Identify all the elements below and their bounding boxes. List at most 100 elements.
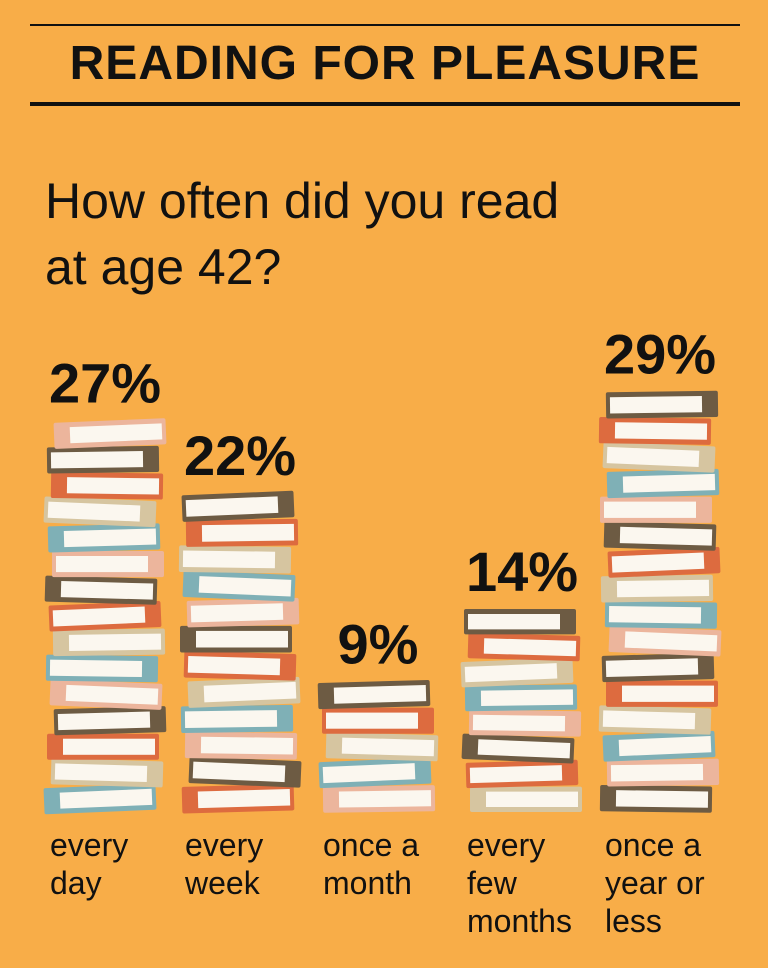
book-pages bbox=[602, 710, 696, 730]
book bbox=[184, 731, 298, 760]
book-pages bbox=[610, 763, 704, 782]
book bbox=[606, 758, 720, 787]
book-pages bbox=[200, 736, 294, 755]
book-pages bbox=[192, 761, 286, 783]
book bbox=[183, 650, 297, 681]
category-label: once a month bbox=[323, 827, 420, 901]
book bbox=[180, 625, 292, 653]
book-pages bbox=[483, 638, 577, 657]
category-label: every week bbox=[185, 827, 264, 901]
book bbox=[182, 570, 296, 602]
book bbox=[470, 786, 582, 812]
book bbox=[464, 609, 576, 635]
book-pages bbox=[624, 631, 718, 652]
book bbox=[605, 390, 719, 419]
book-stack bbox=[178, 490, 302, 814]
value-label: 29% bbox=[604, 323, 716, 386]
book bbox=[53, 706, 167, 736]
book-pages bbox=[50, 451, 144, 469]
book bbox=[50, 758, 164, 788]
book-pages bbox=[338, 790, 432, 808]
value-label: 22% bbox=[184, 424, 296, 487]
book-stack bbox=[598, 390, 722, 813]
book-pages bbox=[54, 763, 148, 783]
book bbox=[181, 783, 295, 814]
book-pages bbox=[619, 526, 713, 546]
book bbox=[600, 574, 714, 603]
book bbox=[322, 785, 436, 813]
book-pages bbox=[468, 614, 560, 630]
book bbox=[601, 652, 715, 683]
book-pages bbox=[616, 579, 710, 598]
book-pages bbox=[63, 528, 157, 548]
book-pages bbox=[333, 685, 427, 704]
book-pages bbox=[197, 788, 291, 809]
book-pages bbox=[187, 656, 281, 676]
book bbox=[52, 551, 164, 578]
book-pages bbox=[184, 710, 278, 728]
book-pages bbox=[486, 791, 578, 807]
book bbox=[608, 625, 722, 657]
book bbox=[598, 417, 712, 445]
book-pages bbox=[198, 576, 292, 597]
book bbox=[468, 709, 582, 737]
book bbox=[325, 732, 439, 762]
book-pages bbox=[68, 633, 162, 651]
book bbox=[598, 705, 712, 735]
value-label: 14% bbox=[466, 540, 578, 603]
book bbox=[48, 600, 162, 632]
book-pages bbox=[69, 423, 163, 444]
book bbox=[603, 521, 717, 551]
book bbox=[180, 704, 294, 734]
book-stack bbox=[317, 679, 439, 813]
book-pages bbox=[609, 395, 703, 414]
book-pages bbox=[604, 501, 696, 518]
book-pages bbox=[469, 765, 563, 784]
book bbox=[606, 680, 718, 707]
book bbox=[599, 784, 713, 813]
book-pages bbox=[190, 603, 284, 623]
book-pages bbox=[63, 738, 155, 755]
book bbox=[602, 730, 716, 762]
book-pages bbox=[49, 659, 143, 678]
book bbox=[317, 679, 431, 710]
book bbox=[604, 600, 718, 629]
book-pages bbox=[47, 501, 141, 522]
book-pages bbox=[57, 711, 151, 731]
value-label: 9% bbox=[338, 613, 419, 676]
book-pages bbox=[322, 763, 416, 784]
value-label: 27% bbox=[49, 352, 161, 415]
book bbox=[181, 490, 295, 522]
book-pages bbox=[52, 606, 146, 627]
book bbox=[47, 523, 161, 553]
book bbox=[318, 757, 432, 789]
book-pages bbox=[56, 556, 148, 573]
book-pages bbox=[618, 735, 712, 757]
book bbox=[185, 518, 299, 547]
book-pages bbox=[182, 550, 276, 569]
book-pages bbox=[60, 580, 154, 600]
book bbox=[44, 575, 158, 605]
chart-subtitle: How often did you read at age 42? bbox=[45, 173, 560, 295]
book-pages bbox=[614, 422, 708, 440]
book-pages bbox=[615, 790, 709, 808]
book bbox=[43, 783, 157, 815]
book-pages bbox=[464, 663, 558, 683]
book bbox=[49, 679, 163, 710]
book-pages bbox=[622, 685, 714, 702]
category-label: every day bbox=[50, 827, 129, 901]
book bbox=[600, 496, 712, 523]
book-pages bbox=[185, 496, 279, 517]
book-stack bbox=[460, 609, 582, 812]
book-pages bbox=[59, 788, 153, 809]
book-pages bbox=[606, 446, 700, 468]
book bbox=[464, 684, 578, 712]
book bbox=[50, 471, 164, 500]
book bbox=[460, 657, 574, 688]
book-pages bbox=[611, 552, 705, 573]
book bbox=[188, 756, 302, 788]
book bbox=[461, 733, 575, 764]
book bbox=[47, 733, 159, 760]
